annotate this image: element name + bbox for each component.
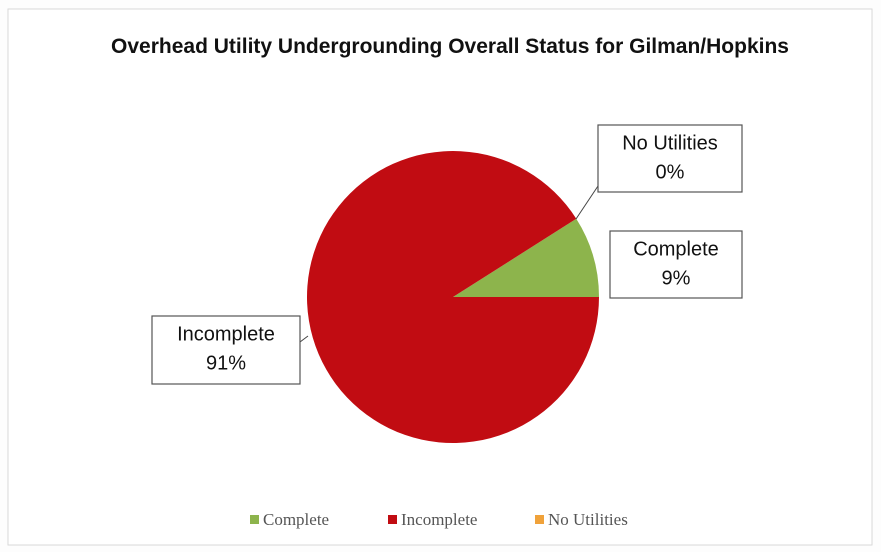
- data-label-name: No Utilities: [622, 132, 718, 154]
- pie-slice: [307, 151, 599, 444]
- data-label-value: 9%: [662, 267, 691, 289]
- legend-label: No Utilities: [548, 510, 628, 529]
- callout-line: [299, 335, 309, 343]
- chart-title: Overhead Utility Undergrounding Overall …: [111, 35, 789, 58]
- data-label-box: [597, 124, 743, 193]
- data-label-name: Incomplete: [177, 323, 275, 345]
- legend-swatch: [250, 515, 259, 524]
- data-label-value: 0%: [656, 161, 685, 183]
- legend-swatch: [388, 515, 397, 524]
- callout-line: [575, 185, 599, 220]
- legend-label: Incomplete: [401, 510, 477, 529]
- data-label-name: Complete: [633, 238, 719, 260]
- legend-label: Complete: [263, 510, 329, 529]
- legend-swatch: [535, 515, 544, 524]
- pie-slice: [453, 218, 599, 297]
- data-label-box: [609, 230, 743, 299]
- data-label-value: 91%: [206, 352, 246, 374]
- data-label-box: [151, 315, 301, 385]
